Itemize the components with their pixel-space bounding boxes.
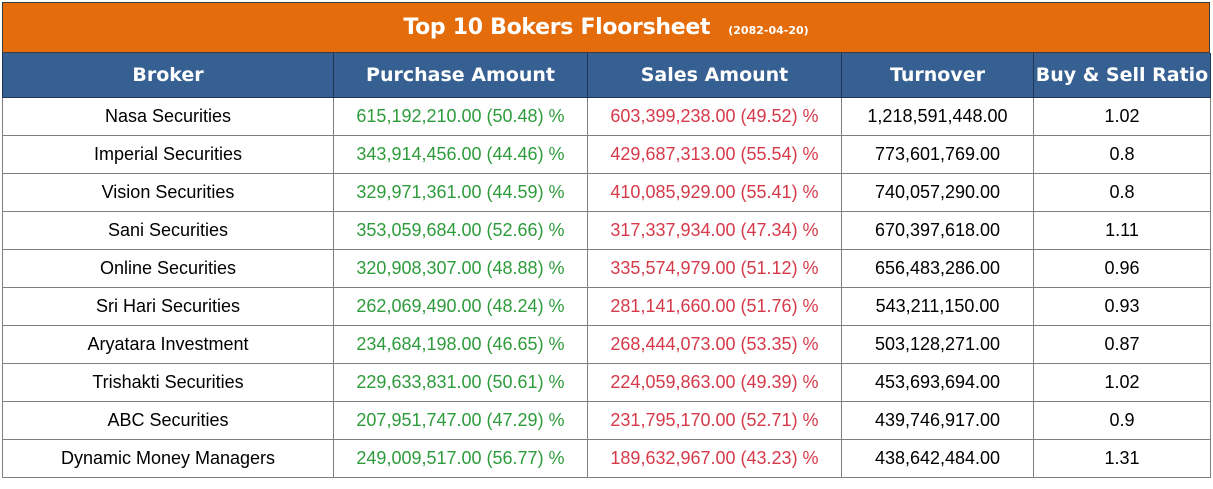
- broker-cell: Trishakti Securities: [2, 363, 334, 402]
- purchase-cell: 615,192,210.00 (50.48) %: [333, 97, 588, 136]
- column-header-purchase: Purchase Amount: [333, 53, 588, 98]
- purchase-cell: 329,971,361.00 (44.59) %: [333, 173, 588, 212]
- page-title: Top 10 Bokers Floorsheet: [403, 15, 711, 40]
- table-row: Aryatara Investment 234,684,198.00 (46.6…: [2, 325, 1211, 364]
- report-date: (2082-04-20): [728, 24, 809, 37]
- purchase-cell: 207,951,747.00 (47.29) %: [333, 401, 588, 440]
- ratio-cell: 1.02: [1033, 363, 1211, 402]
- broker-cell: Nasa Securities: [2, 97, 334, 136]
- sales-cell: 189,632,967.00 (43.23) %: [587, 439, 842, 478]
- ratio-cell: 1.11: [1033, 211, 1211, 250]
- sales-cell: 603,399,238.00 (49.52) %: [587, 97, 842, 136]
- turnover-cell: 670,397,618.00: [841, 211, 1034, 250]
- table-row: Online Securities 320,908,307.00 (48.88)…: [2, 249, 1211, 288]
- column-header-turnover: Turnover: [841, 53, 1034, 98]
- ratio-cell: 1.31: [1033, 439, 1211, 478]
- sales-cell: 429,687,313.00 (55.54) %: [587, 135, 842, 174]
- ratio-cell: 0.96: [1033, 249, 1211, 288]
- table-row: ABC Securities 207,951,747.00 (47.29) % …: [2, 401, 1211, 440]
- turnover-cell: 773,601,769.00: [841, 135, 1034, 174]
- broker-cell: Online Securities: [2, 249, 334, 288]
- sales-cell: 335,574,979.00 (51.12) %: [587, 249, 842, 288]
- purchase-cell: 234,684,198.00 (46.65) %: [333, 325, 588, 364]
- purchase-cell: 229,633,831.00 (50.61) %: [333, 363, 588, 402]
- ratio-cell: 0.8: [1033, 173, 1211, 212]
- purchase-cell: 353,059,684.00 (52.66) %: [333, 211, 588, 250]
- sales-cell: 231,795,170.00 (52.71) %: [587, 401, 842, 440]
- ratio-cell: 0.87: [1033, 325, 1211, 364]
- broker-cell: Aryatara Investment: [2, 325, 334, 364]
- purchase-cell: 249,009,517.00 (56.77) %: [333, 439, 588, 478]
- turnover-cell: 740,057,290.00: [841, 173, 1034, 212]
- purchase-cell: 320,908,307.00 (48.88) %: [333, 249, 588, 288]
- title-bar: Top 10 Bokers Floorsheet (2082-04-20): [2, 2, 1210, 53]
- column-header-broker: Broker: [2, 53, 334, 98]
- turnover-cell: 439,746,917.00: [841, 401, 1034, 440]
- sales-cell: 410,085,929.00 (55.41) %: [587, 173, 842, 212]
- table-row: Imperial Securities 343,914,456.00 (44.4…: [2, 135, 1211, 174]
- turnover-cell: 438,642,484.00: [841, 439, 1034, 478]
- broker-cell: Vision Securities: [2, 173, 334, 212]
- broker-cell: ABC Securities: [2, 401, 334, 440]
- table-row: Sri Hari Securities 262,069,490.00 (48.2…: [2, 287, 1211, 326]
- broker-cell: Sani Securities: [2, 211, 334, 250]
- ratio-cell: 0.8: [1033, 135, 1211, 174]
- turnover-cell: 1,218,591,448.00: [841, 97, 1034, 136]
- purchase-cell: 343,914,456.00 (44.46) %: [333, 135, 588, 174]
- sales-cell: 317,337,934.00 (47.34) %: [587, 211, 842, 250]
- table-row: Nasa Securities 615,192,210.00 (50.48) %…: [2, 97, 1211, 136]
- broker-table: Broker Purchase Amount Sales Amount Turn…: [2, 53, 1211, 478]
- ratio-cell: 0.9: [1033, 401, 1211, 440]
- sales-cell: 224,059,863.00 (49.39) %: [587, 363, 842, 402]
- turnover-cell: 453,693,694.00: [841, 363, 1034, 402]
- column-header-ratio: Buy & Sell Ratio: [1033, 53, 1211, 98]
- broker-cell: Sri Hari Securities: [2, 287, 334, 326]
- turnover-cell: 543,211,150.00: [841, 287, 1034, 326]
- ratio-cell: 0.93: [1033, 287, 1211, 326]
- sales-cell: 268,444,073.00 (53.35) %: [587, 325, 842, 364]
- turnover-cell: 656,483,286.00: [841, 249, 1034, 288]
- table-row: Vision Securities 329,971,361.00 (44.59)…: [2, 173, 1211, 212]
- purchase-cell: 262,069,490.00 (48.24) %: [333, 287, 588, 326]
- column-header-sales: Sales Amount: [587, 53, 842, 98]
- broker-cell: Imperial Securities: [2, 135, 334, 174]
- table-row: Trishakti Securities 229,633,831.00 (50.…: [2, 363, 1211, 402]
- broker-cell: Dynamic Money Managers: [2, 439, 334, 478]
- turnover-cell: 503,128,271.00: [841, 325, 1034, 364]
- table-row: Sani Securities 353,059,684.00 (52.66) %…: [2, 211, 1211, 250]
- sales-cell: 281,141,660.00 (51.76) %: [587, 287, 842, 326]
- ratio-cell: 1.02: [1033, 97, 1211, 136]
- table-header-row: Broker Purchase Amount Sales Amount Turn…: [2, 53, 1211, 98]
- table-row: Dynamic Money Managers 249,009,517.00 (5…: [2, 439, 1211, 478]
